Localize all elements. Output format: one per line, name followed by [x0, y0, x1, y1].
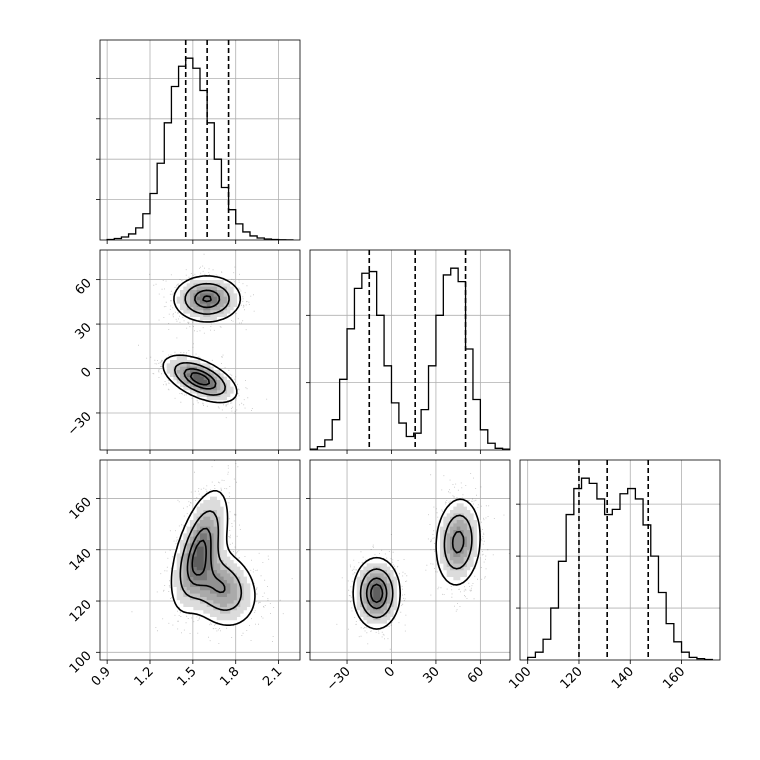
sample-points: [131, 460, 293, 644]
axes-frame: [519, 459, 721, 661]
density-shade: [173, 283, 231, 397]
density-shade: [186, 293, 217, 387]
density-shade: [173, 496, 251, 621]
contour-level-1: [359, 514, 473, 619]
contour-level-3: [370, 583, 384, 604]
histogram-step: [527, 477, 713, 660]
contour-level-2: [183, 289, 221, 390]
axes-frame: [309, 249, 511, 451]
contour-level-2: [365, 530, 465, 610]
axes-frame: [99, 459, 301, 661]
contour-level-0: [352, 498, 481, 630]
hist-panel-1: [306, 249, 511, 454]
contour-level-2: [186, 527, 226, 594]
density-shade: [183, 290, 221, 391]
axes-frame: [309, 459, 511, 661]
density-panel-1-2: −30 0 30 60: [306, 459, 511, 694]
contours: [162, 275, 242, 404]
contours: [170, 490, 256, 627]
contour-level-0: [170, 490, 256, 627]
contour-level-1: [173, 282, 230, 396]
histogram-step: [106, 57, 294, 240]
histogram-step: [310, 267, 510, 450]
axes-frame: [99, 39, 301, 241]
density-shade: [193, 373, 207, 384]
density-shade: [373, 586, 381, 601]
density-shade: [193, 546, 204, 571]
density-shade: [166, 280, 237, 401]
contours: [352, 498, 481, 630]
density-shade: [183, 516, 237, 607]
contour-level-0: [162, 275, 242, 404]
contour-level-3: [191, 539, 207, 576]
density-shade: [186, 526, 231, 597]
density-shade: [356, 503, 477, 624]
scatter-dots: [131, 460, 293, 644]
contour-level-3: [189, 295, 212, 386]
hist-panel-0: [96, 39, 301, 244]
contour-level-1: [179, 510, 243, 611]
density-shade: [366, 526, 467, 611]
density-shade: [363, 520, 471, 614]
density-shade: [180, 510, 244, 614]
axes-frame: [99, 249, 301, 451]
density-fill: [163, 276, 241, 404]
